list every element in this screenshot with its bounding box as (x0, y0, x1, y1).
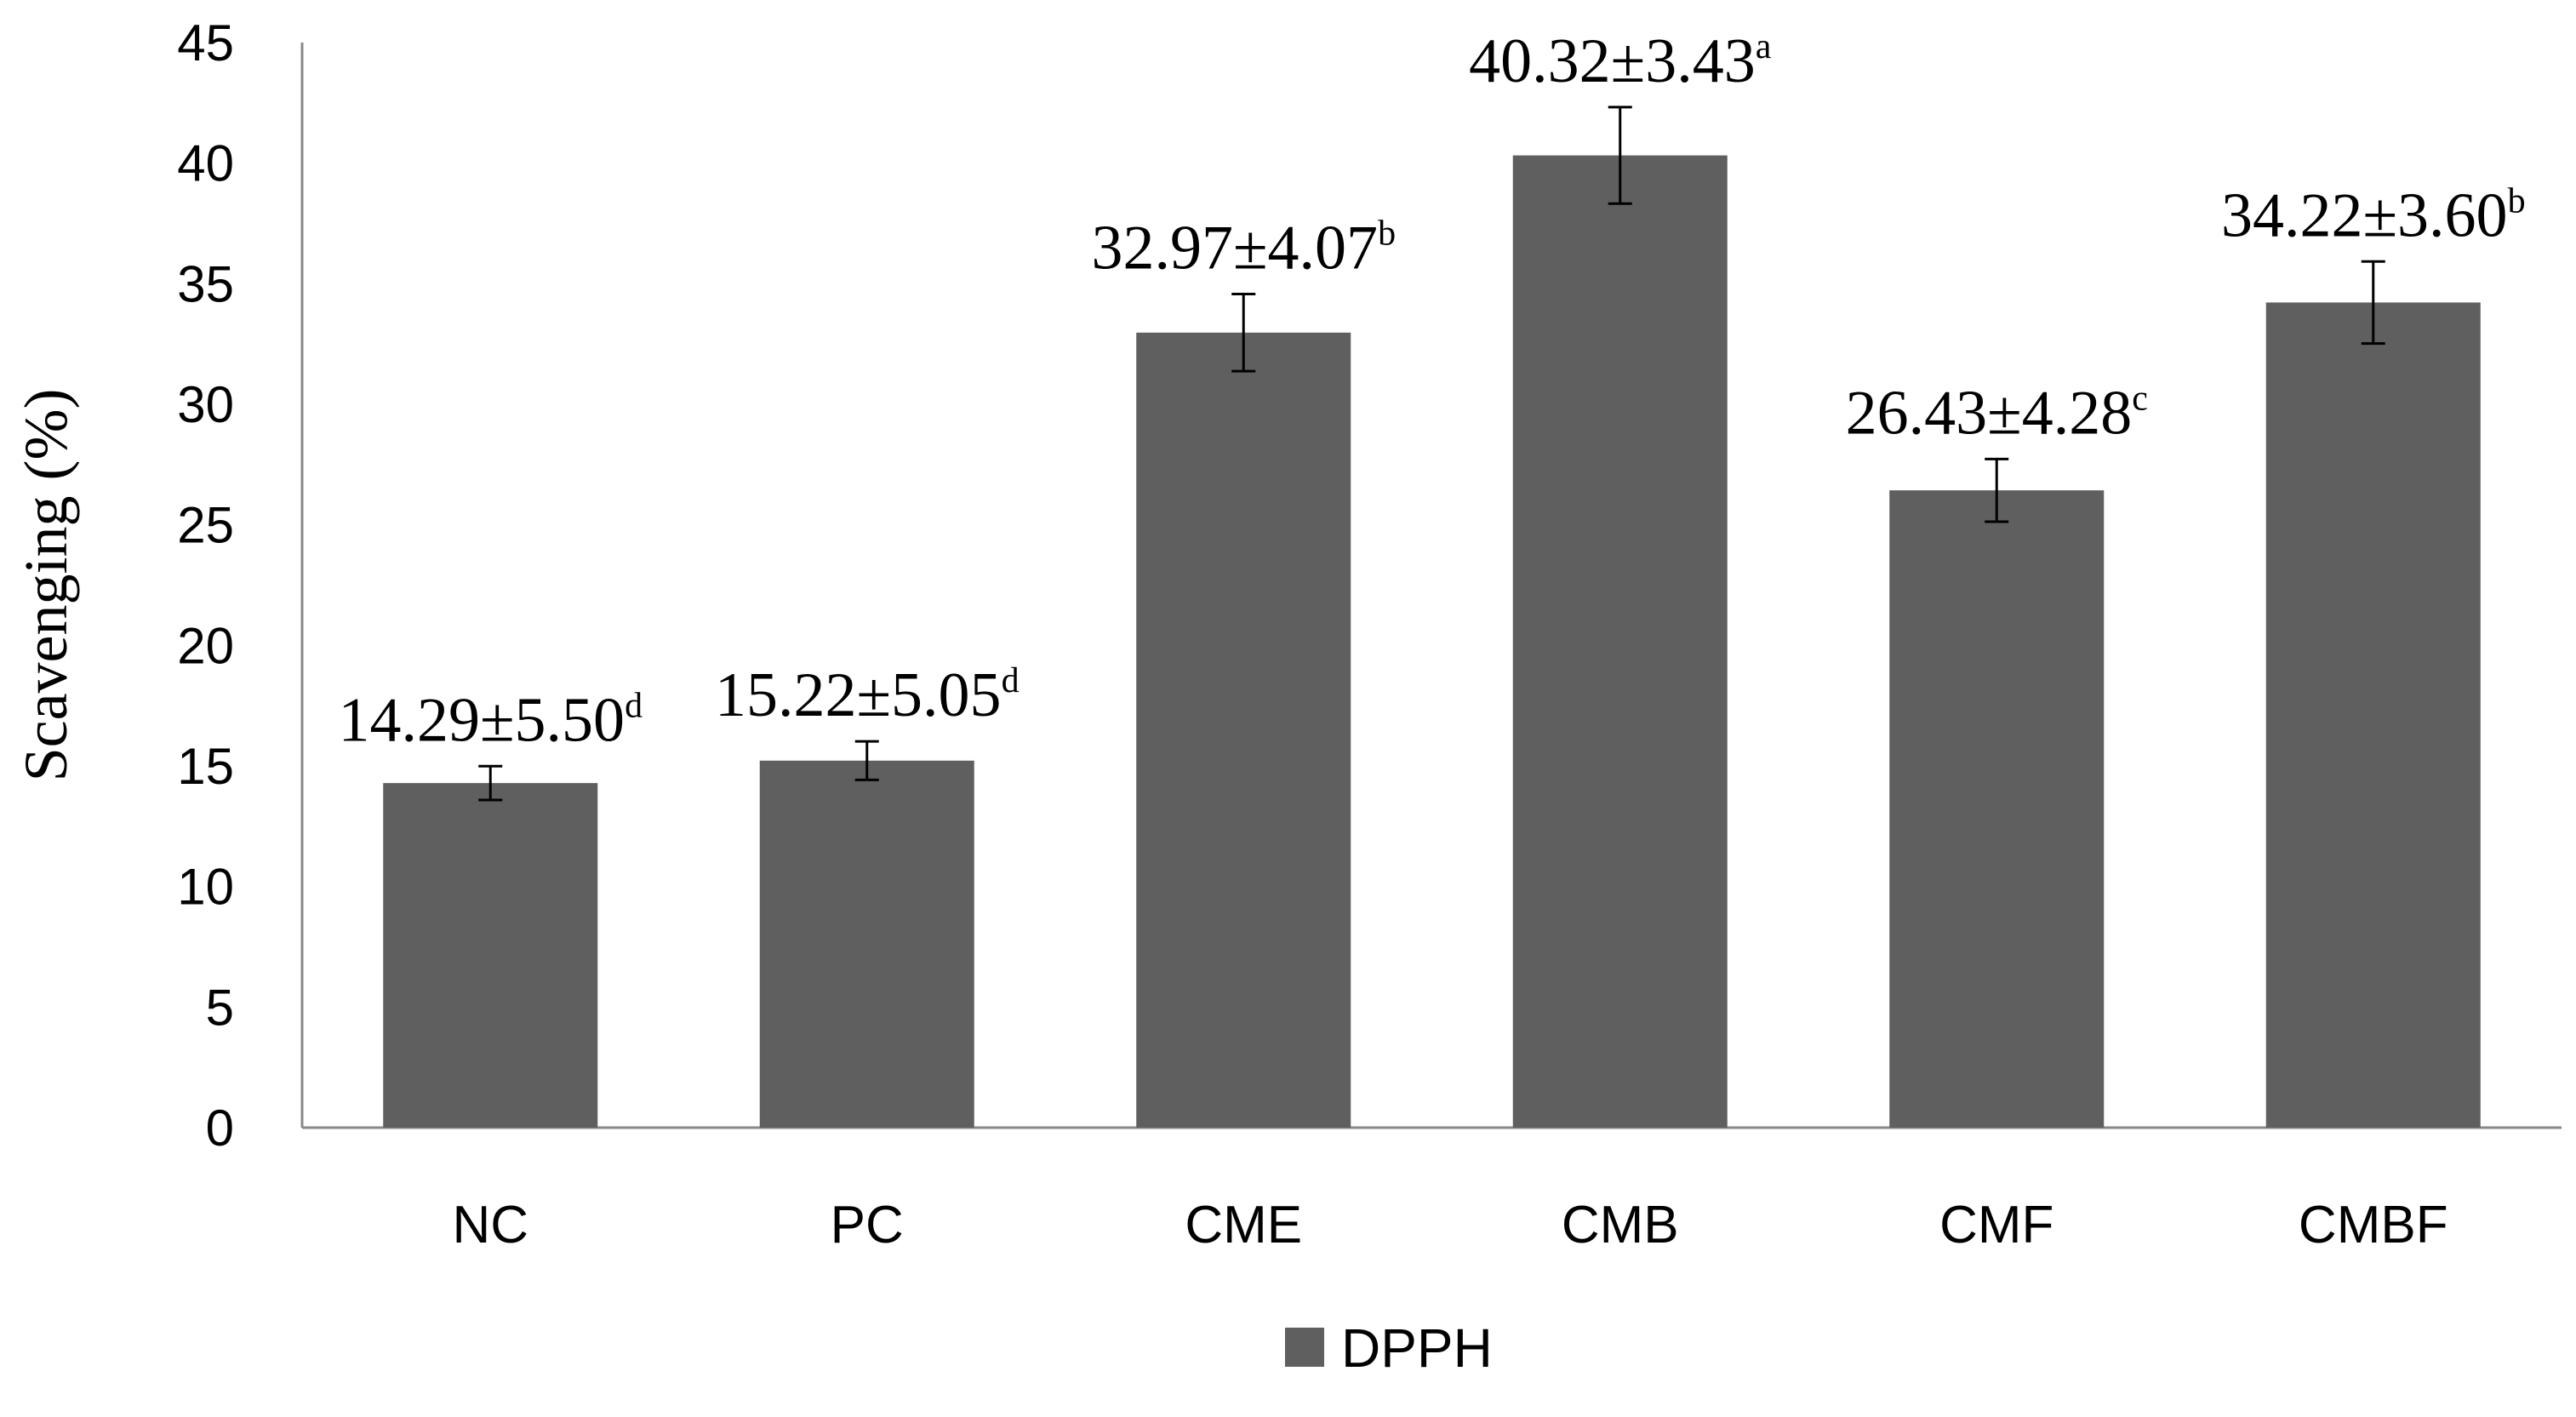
bar-cme (1136, 332, 1351, 1128)
error-bar-cme (1231, 293, 1256, 373)
x-tick-label-pc: PC (831, 1196, 904, 1254)
y-tick-label: 45 (177, 14, 234, 71)
x-tick-label-cmb: CMB (1562, 1196, 1679, 1254)
error-bar-nc (478, 764, 503, 802)
bars (383, 106, 2481, 1128)
data-label-cme: 32.97±4.07b (1091, 214, 1396, 283)
legend-swatch (1285, 1328, 1324, 1367)
bar-pc (759, 760, 974, 1128)
bar-nc (383, 783, 598, 1128)
data-label-cmf: 26.43±4.28c (1846, 378, 2148, 448)
y-tick-label: 0 (206, 1100, 234, 1157)
y-tick-label: 30 (177, 376, 234, 433)
y-tick-label: 10 (177, 859, 234, 916)
error-bar-cmb (1608, 106, 1632, 205)
y-tick-label: 15 (177, 738, 234, 795)
y-tick-label: 20 (177, 617, 234, 674)
x-tick-label-nc: NC (452, 1196, 528, 1254)
bar-cmf (1889, 490, 2105, 1128)
y-tick-label: 35 (177, 255, 234, 312)
y-axis-title: Scavenging (%) (12, 389, 80, 782)
data-label-cmbf: 34.22±3.60b (2221, 180, 2526, 250)
data-labels: 14.29±5.50d 15.22±5.05d 32.97±4.07b 40.32±3… (338, 26, 2525, 755)
error-bar-pc (854, 740, 879, 781)
y-axis: 0 5 10 15 20 25 30 35 40 45 (177, 14, 304, 1157)
data-label-cmb: 40.32±3.43a (1469, 26, 1772, 96)
data-label-pc: 15.22±5.05d (715, 660, 1020, 730)
x-tick-label-cmf: CMF (1939, 1196, 2053, 1254)
y-tick-label: 40 (177, 135, 234, 192)
x-tick-label-cme: CME (1185, 1196, 1302, 1254)
y-tick-label: 25 (177, 497, 234, 554)
data-label-nc: 14.29±5.50d (338, 685, 643, 755)
x-tick-label-cmbf: CMBF (2299, 1196, 2448, 1254)
x-axis: NC PC CME CMB CMF CMBF (302, 1126, 2562, 1254)
error-bar-cmf (1985, 457, 2009, 523)
legend-label: DPPH (1341, 1317, 1493, 1379)
bar-cmbf (2265, 302, 2481, 1128)
y-tick-label: 5 (206, 979, 234, 1036)
legend: DPPH (1285, 1317, 1493, 1379)
error-bar-cmbf (2361, 260, 2385, 346)
bar-cmb (1512, 155, 1728, 1128)
